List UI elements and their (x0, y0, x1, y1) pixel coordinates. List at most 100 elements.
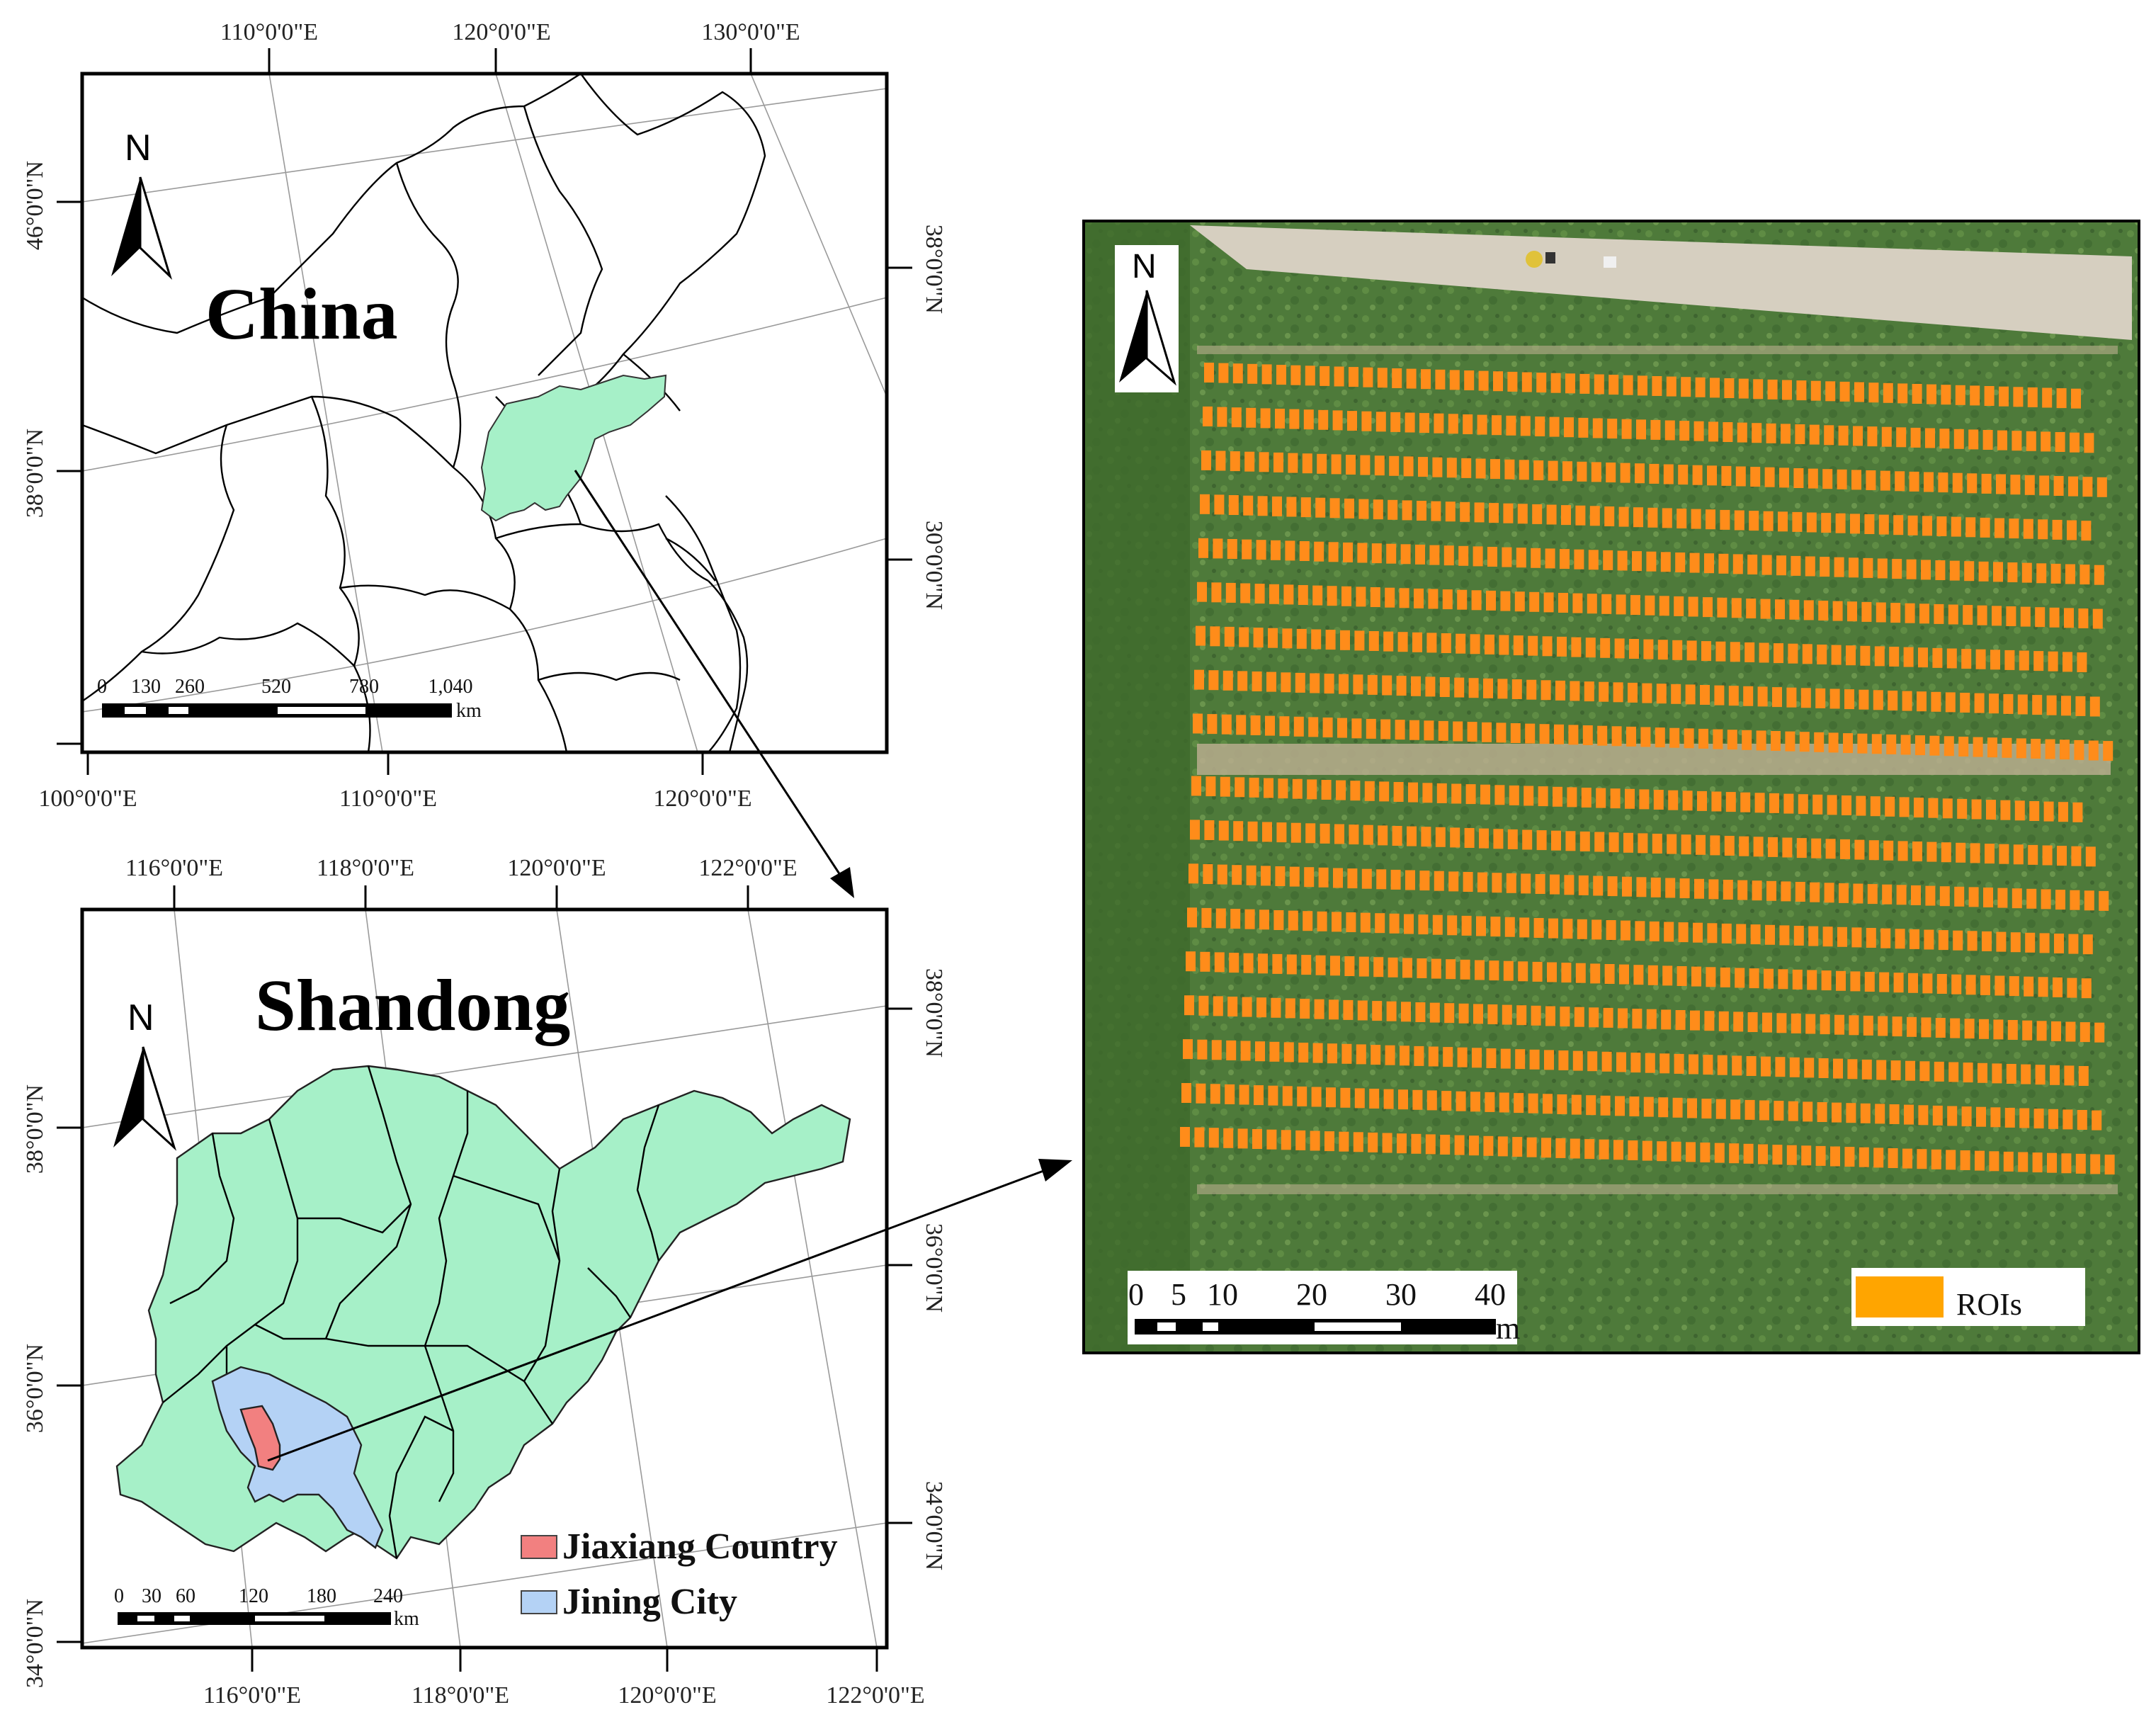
roi-plot (1703, 1055, 1713, 1075)
roi-plot (1475, 458, 1486, 479)
roi-plot (1893, 515, 1904, 536)
roi-plot (1558, 1050, 1569, 1070)
roi-plot (1511, 679, 1522, 699)
roi-plot (1886, 734, 1897, 754)
roi-plot (1995, 518, 2004, 538)
roi-plot (1870, 796, 1880, 817)
roi-plot (1445, 502, 1456, 522)
roi-plot (1996, 474, 2006, 494)
roi-plot (1281, 672, 1291, 693)
roi-plot (1364, 781, 1375, 801)
roi-plot (1743, 1143, 1754, 1164)
roi-plot (1197, 582, 1207, 602)
svg-text:N: N (127, 997, 154, 1038)
roi-plot (1744, 1099, 1755, 1120)
roi-plot (1386, 1001, 1397, 1021)
roi-plot (1473, 1004, 1483, 1024)
roi-plot (1802, 644, 1812, 664)
roi-plot (1849, 1015, 1859, 1036)
roi-plot (1276, 822, 1287, 843)
roi-plot (2082, 477, 2093, 497)
roi-plot (1837, 926, 1847, 947)
roi-plot (1353, 1132, 1363, 1152)
roi-plot (1307, 779, 1317, 800)
roi-plot (1254, 584, 1265, 604)
roi-plot (1662, 965, 1673, 986)
roi-plot (1660, 552, 1671, 572)
roi-plot (1329, 498, 1340, 518)
roi-plot (2085, 846, 2096, 867)
roi-plot (1607, 876, 1618, 897)
roi-plot (1669, 727, 1680, 748)
roi-plot (1180, 1127, 1190, 1147)
roi-plot (1330, 956, 1340, 976)
roi-plot (1204, 820, 1215, 840)
roi-plot (1424, 720, 1434, 741)
roi-plot (1609, 832, 1619, 853)
roi-plot (1584, 681, 1594, 702)
shandong-bottom-ticks: 116°0'0"E 118°0'0"E 120°0'0"E 122°0'0"E (203, 1648, 925, 1708)
roi-plot (1400, 544, 1411, 565)
roi-plot (1451, 783, 1462, 804)
roi-plots (1180, 363, 2115, 1175)
roi-plot (1532, 504, 1543, 524)
roi-plot (1285, 998, 1295, 1019)
roi-plot (2021, 1064, 2031, 1084)
roi-plot (1749, 511, 1759, 531)
roi-plot (1286, 497, 1297, 517)
roi-plot (1409, 720, 1419, 740)
roi-plot (1878, 1016, 1888, 1036)
roi-plot (1999, 844, 2009, 864)
roi-plot (1803, 1101, 1813, 1122)
roi-plot (1715, 1099, 1726, 1119)
roi-plot (1877, 558, 1888, 579)
roi-plot (1825, 381, 1836, 402)
roi-plot (1247, 363, 1258, 384)
roi-plot (1851, 927, 1862, 948)
roi-plot (1404, 914, 1414, 934)
roi-plot (1215, 450, 1226, 471)
roi-plot (1650, 419, 1661, 440)
roi-plot (1992, 1063, 2002, 1084)
roi-plot (1214, 952, 1225, 973)
roi-plot (1259, 452, 1269, 472)
roi-plot (1618, 1008, 1628, 1028)
roi-plot (1228, 495, 1239, 515)
roi-plot (1299, 541, 1310, 561)
roi-plot (1281, 1130, 1291, 1150)
roi-plot (1231, 407, 1242, 428)
roi-plot (1578, 417, 1589, 438)
roi-plot (1389, 913, 1400, 934)
roi-plot (1710, 835, 1720, 856)
roi-plot (1871, 734, 1882, 754)
roi-plot (1333, 868, 1343, 888)
roi-plot (1463, 414, 1473, 434)
roi-plot (1521, 873, 1531, 894)
roi-plot (1807, 970, 1817, 990)
roi-plot (1305, 366, 1315, 386)
roi-plot (1396, 676, 1407, 696)
roi-plot (1400, 1046, 1409, 1066)
roi-plot (2042, 845, 2053, 866)
roi-plot (1629, 639, 1639, 659)
shandong-scale-label-4: 180 (307, 1585, 336, 1607)
roi-plot (1929, 735, 1940, 756)
roi-plot (1486, 1048, 1497, 1068)
roi-plot (1503, 960, 1514, 981)
roi-plot (1458, 1003, 1469, 1024)
roi-plot (1447, 915, 1458, 936)
roi-plot (1196, 1083, 1206, 1104)
roi-plot (1372, 1001, 1383, 1021)
shandong-scale-label-0: 0 (114, 1585, 124, 1607)
roi-plot (1368, 1132, 1378, 1152)
roi-plot (2046, 695, 2057, 715)
roi-plot (1873, 1148, 1884, 1168)
legend-label-rois: ROIs (1956, 1287, 2022, 1322)
roi-plot (1242, 539, 1252, 560)
roi-plot (2056, 388, 2067, 409)
roi-plot (1322, 718, 1333, 737)
roi-plot (1417, 958, 1427, 978)
roi-plot (1326, 1087, 1336, 1108)
roi-plot (1779, 468, 1789, 488)
roi-plot (1956, 842, 1966, 863)
